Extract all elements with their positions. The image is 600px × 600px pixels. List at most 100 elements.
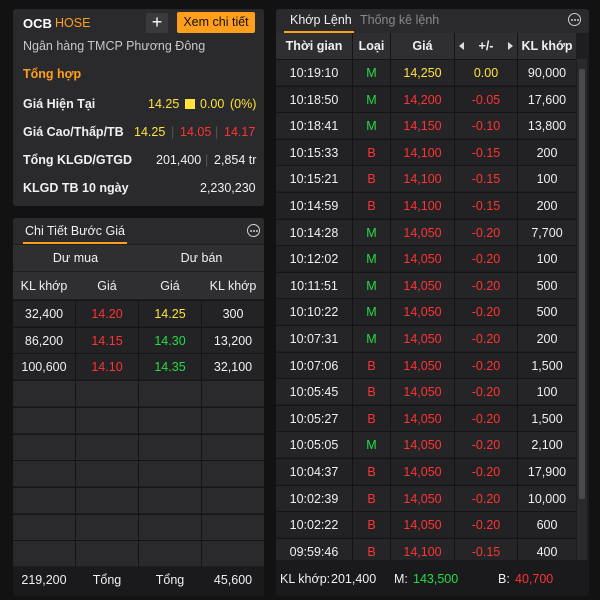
trade-price: 14,250 (403, 66, 442, 80)
trade-change: 0.00 (473, 66, 499, 80)
steps-footer (13, 567, 264, 596)
sell-price: 14.35 (154, 360, 186, 375)
sell-total-label: Tổng (155, 573, 185, 587)
trade-change: -0.10 (471, 119, 501, 134)
volume-header[interactable]: KL khớp (521, 39, 573, 53)
time-header[interactable]: Thời gian (285, 39, 343, 53)
stock-info-panel: OCB HOSE + Xem chi tiết Ngân hàng TMCP P… (13, 9, 264, 206)
trade-row[interactable]: 10:04:37 B 14,050 -0.20 17,900 (276, 458, 576, 484)
buy-vol-header: KL khớp (20, 279, 68, 293)
trade-volume: 1,500 (531, 358, 563, 373)
avg-price: 14.17 (224, 125, 256, 139)
trade-type: M (366, 332, 377, 346)
steps-empty-row (13, 513, 264, 541)
low-price: 14.05 (180, 125, 212, 139)
trade-row[interactable]: 10:07:06 B 14,050 -0.20 1,500 (276, 351, 576, 378)
reference-square-icon (185, 99, 195, 109)
trade-volume: 10,000 (527, 491, 567, 506)
trade-row[interactable]: 10:15:21 B 14,100 -0.15 100 (276, 165, 576, 192)
separator: | (171, 125, 175, 139)
trade-row[interactable]: 10:11:51 M 14,050 -0.20 500 (276, 271, 576, 298)
tab-order-stats[interactable]: Thống kê lệnh (360, 13, 440, 27)
trade-change: -0.20 (471, 438, 501, 453)
trade-row[interactable]: 10:07:31 M 14,050 -0.20 200 (276, 325, 576, 351)
trade-row[interactable]: 10:19:10 M 14,250 0.00 90,000 (276, 59, 576, 85)
add-watchlist-button[interactable]: + (146, 13, 168, 33)
price-change-pct: (0%) (230, 97, 257, 111)
active-tab-underline (284, 31, 354, 33)
trade-change: -0.20 (471, 411, 501, 426)
footer-volume-value: 201,400 (331, 572, 377, 586)
steps-empty-row (13, 486, 264, 514)
steps-row[interactable]: 100,600 14.10 14.35 32,100 (13, 353, 264, 381)
trade-row[interactable]: 10:10:22 M 14,050 -0.20 500 (276, 298, 576, 325)
trade-row[interactable]: 10:05:45 B 14,050 -0.20 100 (276, 378, 576, 405)
trade-type: B (367, 544, 376, 559)
trade-price: 14,050 (403, 518, 442, 533)
trade-row[interactable]: 10:05:05 M 14,050 -0.20 2,100 (276, 431, 576, 458)
trade-time: 10:15:33 (289, 145, 339, 160)
trade-row[interactable]: 10:02:22 B 14,050 -0.20 600 (276, 511, 576, 538)
trade-price: 14,050 (403, 438, 442, 453)
trade-volume: 13,800 (527, 119, 567, 134)
trade-volume: 7,700 (531, 225, 563, 240)
steps-row[interactable]: 86,200 14.15 14.30 13,200 (13, 326, 264, 354)
buy-price-header: Giá (97, 279, 117, 293)
trade-row[interactable]: 10:15:33 B 14,100 -0.15 200 (276, 138, 576, 165)
steps-empty-row (13, 433, 264, 461)
steps-group-header (13, 245, 264, 271)
trade-change: -0.15 (471, 145, 501, 160)
steps-title-tab[interactable]: Chi Tiết Bước Giá (25, 224, 125, 238)
price-header[interactable]: Giá (412, 39, 433, 53)
avg10-volume-value: 2,230,230 (200, 181, 256, 195)
trade-row[interactable]: 10:05:27 B 14,050 -0.20 1,500 (276, 404, 576, 431)
next-column-arrow-icon[interactable] (508, 42, 513, 50)
change-header[interactable]: +/- (478, 39, 494, 53)
trade-time: 10:15:21 (289, 172, 339, 187)
trade-time: 10:07:06 (289, 358, 339, 373)
trade-price: 14,200 (403, 92, 442, 107)
trade-change: -0.05 (471, 92, 501, 107)
trade-row[interactable]: 10:02:39 B 14,050 -0.20 10,000 (276, 484, 576, 511)
more-options-icon[interactable] (568, 13, 581, 26)
trade-row[interactable]: 10:12:02 M 14,050 -0.20 100 (276, 245, 576, 272)
trade-time: 09:59:46 (289, 544, 339, 559)
steps-row[interactable]: 32,400 14.20 14.25 300 (13, 300, 264, 327)
trade-time: 10:05:45 (289, 385, 339, 400)
trade-type: B (367, 385, 376, 400)
trade-row[interactable]: 10:18:50 M 14,200 -0.05 17,600 (276, 85, 576, 112)
trade-type: M (366, 278, 377, 293)
steps-header: Chi Tiết Bước Giá (13, 218, 264, 244)
type-header[interactable]: Loại (358, 39, 385, 53)
trade-volume: 200 (536, 145, 558, 160)
matched-orders-panel: Khớp Lệnh Thống kê lệnh Thời gian Loại G… (276, 9, 589, 596)
trade-volume: 2,100 (531, 438, 563, 453)
prev-column-arrow-icon[interactable] (459, 42, 464, 50)
buy-price: 14.20 (91, 307, 123, 321)
trades-footer: KL khớp: 201,400 M: 143,500 B: 40,700 (276, 560, 589, 596)
view-detail-button[interactable]: Xem chi tiết (177, 12, 255, 33)
tabs-bar: Khớp Lệnh Thống kê lệnh (276, 9, 589, 33)
trade-time: 10:11:51 (290, 278, 338, 293)
trade-change: -0.15 (471, 544, 501, 559)
trade-price: 14,050 (403, 332, 442, 346)
trade-row[interactable]: 10:14:59 B 14,100 -0.15 200 (276, 192, 576, 218)
tab-matched-orders[interactable]: Khớp Lệnh (290, 13, 352, 27)
trade-change: -0.20 (471, 278, 501, 293)
trade-change: -0.20 (471, 385, 501, 400)
trade-row[interactable]: 10:14:28 M 14,050 -0.20 7,700 (276, 218, 576, 245)
trade-time: 10:05:05 (289, 438, 339, 453)
footer-buy-label: M: (394, 572, 408, 586)
trade-volume: 1,500 (531, 411, 563, 426)
buy-total-label: Tổng (92, 573, 122, 587)
buy-price: 14.15 (91, 333, 123, 348)
current-price-label: Giá Hiện Tại (23, 97, 96, 111)
trade-row[interactable]: 09:59:46 B 14,100 -0.15 400 (276, 537, 576, 560)
trade-volume: 600 (536, 518, 558, 533)
trade-type: M (366, 225, 377, 240)
scrollbar-thumb[interactable] (579, 69, 585, 499)
trade-row[interactable]: 10:18:41 M 14,150 -0.10 13,800 (276, 112, 576, 139)
sell-volume: 13,200 (213, 333, 253, 348)
trade-price: 14,050 (403, 278, 442, 293)
more-options-icon[interactable] (247, 224, 260, 237)
